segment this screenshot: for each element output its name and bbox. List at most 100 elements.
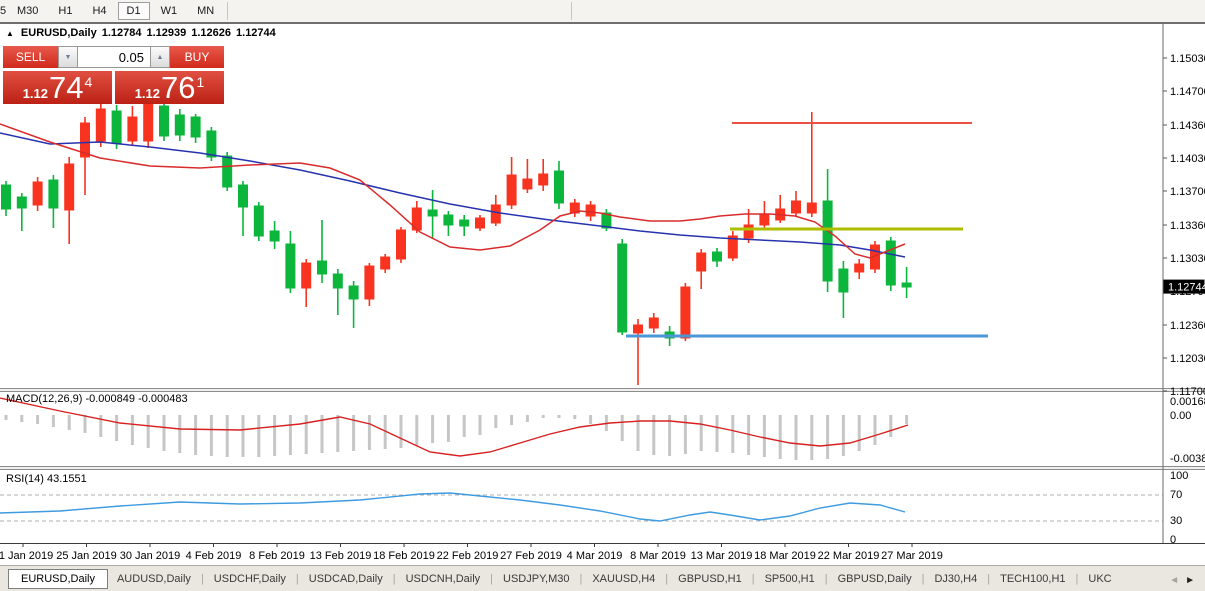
tab-ukc[interactable]: UKC	[1088, 572, 1112, 585]
ohlc-open: 1.12784	[101, 27, 142, 39]
svg-text:27 Feb 2019: 27 Feb 2019	[500, 550, 562, 562]
svg-text:21 Jan 2019: 21 Jan 2019	[0, 550, 53, 562]
volume-decrease-button[interactable]: ▼	[58, 46, 78, 68]
pane-splitter	[0, 388, 1205, 392]
svg-text:8 Mar 2019: 8 Mar 2019	[630, 550, 686, 562]
tab-sp500-h1[interactable]: SP500,H1	[764, 572, 815, 585]
buy-price-big-figure: 1.12	[134, 86, 161, 101]
one-click-trading-widget: SELL ▼ ▲ BUY 1.12 74 4 1.12 76 1	[3, 46, 224, 104]
timeframe-w1[interactable]: W1	[160, 5, 178, 17]
svg-text:13 Mar 2019: 13 Mar 2019	[691, 550, 753, 562]
pane-splitter	[0, 466, 1205, 470]
svg-text:1.14360: 1.14360	[1170, 120, 1205, 132]
svg-text:1.13700: 1.13700	[1170, 186, 1205, 198]
buy-price-points: 76	[161, 70, 196, 105]
volume-input[interactable]	[78, 46, 150, 68]
chart-header: ▲ EURUSD,Daily 1.12784 1.12939 1.12626 1…	[6, 27, 276, 39]
tab-tech100-h1[interactable]: TECH100,H1	[1000, 572, 1066, 585]
tab-scroll-arrows: ◄►	[1169, 575, 1201, 586]
tab-separator: |	[1075, 572, 1079, 585]
svg-text:1.15030: 1.15030	[1170, 53, 1205, 65]
timeframe-h1[interactable]: H1	[58, 5, 73, 17]
ohlc-high: 1.12939	[146, 27, 187, 39]
tab-audusd-daily[interactable]: AUDUSD,Daily	[116, 572, 191, 585]
svg-text:1.12744: 1.12744	[1168, 282, 1205, 294]
macd-label: MACD(12,26,9) -0.000849 -0.000483	[6, 393, 188, 405]
tab-scroll-left-icon[interactable]: ◄	[1169, 575, 1186, 586]
svg-text:13 Feb 2019: 13 Feb 2019	[310, 550, 372, 562]
svg-text:18 Mar 2019: 18 Mar 2019	[754, 550, 816, 562]
toolbar-separator	[571, 2, 573, 20]
svg-text:22 Feb 2019: 22 Feb 2019	[437, 550, 499, 562]
candles-layer	[1, 99, 912, 385]
tab-usdjpy-m30[interactable]: USDJPY,M30	[503, 572, 570, 585]
svg-text:1.12360: 1.12360	[1170, 320, 1205, 332]
timeframe-toolbar: 5 M30 H1 H4 D1 W1 MN	[0, 0, 1205, 24]
svg-text:27 Mar 2019: 27 Mar 2019	[881, 550, 943, 562]
clipped-timeframe-button[interactable]: 5	[0, 5, 7, 17]
buy-price-tile[interactable]: 1.12 76 1	[115, 71, 224, 104]
tab-separator: |	[490, 572, 494, 585]
tab-usdcad-daily[interactable]: USDCAD,Daily	[308, 572, 383, 585]
volume-increase-button[interactable]: ▲	[150, 46, 170, 68]
svg-text:1.13030: 1.13030	[1170, 253, 1205, 265]
macd-pane: MACD(12,26,9) -0.000849 -0.000483	[0, 393, 909, 460]
tab-gbpusd-daily[interactable]: GBPUSD,Daily	[837, 572, 912, 585]
ohlc-low: 1.12626	[191, 27, 232, 39]
collapse-panel-icon[interactable]: ▲	[6, 28, 14, 38]
tab-separator: |	[751, 572, 755, 585]
tab-separator: |	[665, 572, 669, 585]
tab-separator: |	[200, 572, 204, 585]
rsi-pane: RSI(14) 43.1551	[0, 473, 1163, 522]
price-axis: 1.15030 1.14700 1.14360 1.14030 1.13700 1.133…	[1162, 24, 1205, 546]
symbol-label: EURUSD,Daily	[20, 27, 97, 39]
tab-usdchf-daily[interactable]: USDCHF,Daily	[213, 572, 286, 585]
timeframe-d1[interactable]: D1	[117, 2, 150, 20]
svg-text:30 Jan 2019: 30 Jan 2019	[120, 550, 181, 562]
tab-dj30-h4[interactable]: DJ30,H4	[934, 572, 978, 585]
svg-text:1.14030: 1.14030	[1170, 153, 1205, 165]
svg-text:4 Feb 2019: 4 Feb 2019	[186, 550, 242, 562]
tab-scroll-right-icon[interactable]: ►	[1185, 575, 1201, 586]
rsi-label: RSI(14) 43.1551	[6, 473, 87, 485]
tab-xauusd-h4[interactable]: XAUUSD,H4	[592, 572, 656, 585]
tab-usdcnh-daily[interactable]: USDCNH,Daily	[405, 572, 481, 585]
tab-separator: |	[824, 572, 828, 585]
svg-text:70: 70	[1170, 489, 1182, 501]
svg-text:1.12030: 1.12030	[1170, 353, 1205, 365]
symbol-tab-bar: EURUSD,Daily AUDUSD,Daily | USDCHF,Daily | US…	[0, 565, 1205, 591]
svg-text:1.14700: 1.14700	[1170, 86, 1205, 98]
timeframe-h4[interactable]: H4	[92, 5, 107, 17]
svg-text:1.13360: 1.13360	[1170, 220, 1205, 232]
svg-text:8 Feb 2019: 8 Feb 2019	[249, 550, 305, 562]
ohlc-close: 1.12744	[236, 27, 276, 39]
tab-separator: |	[921, 572, 925, 585]
current-price-badge: 1.12744	[1163, 279, 1205, 294]
timeframe-mn[interactable]: MN	[197, 5, 215, 17]
svg-text:30: 30	[1170, 515, 1182, 527]
tab-separator: |	[295, 572, 299, 585]
tab-gbpusd-h1[interactable]: GBPUSD,H1	[678, 572, 742, 585]
svg-text:25 Jan 2019: 25 Jan 2019	[56, 550, 117, 562]
tab-separator: |	[392, 572, 396, 585]
svg-text:-0.00388: -0.00388	[1170, 453, 1205, 465]
buy-price-pip: 1	[196, 73, 205, 90]
timeframe-m30[interactable]: M30	[17, 5, 39, 17]
svg-text:18 Feb 2019: 18 Feb 2019	[373, 550, 435, 562]
sell-button[interactable]: SELL	[3, 46, 58, 68]
tab-eurusd-daily[interactable]: EURUSD,Daily	[8, 568, 108, 589]
sell-price-tile[interactable]: 1.12 74 4	[3, 71, 112, 104]
svg-text:0.001686: 0.001686	[1170, 396, 1205, 408]
svg-text:100: 100	[1170, 470, 1188, 482]
tab-separator: |	[987, 572, 991, 585]
sell-price-points: 74	[49, 70, 84, 105]
toolbar-separator	[227, 2, 229, 20]
sell-price-pip: 4	[84, 73, 93, 90]
buy-button[interactable]: BUY	[170, 46, 224, 68]
svg-text:4 Mar 2019: 4 Mar 2019	[567, 550, 623, 562]
svg-text:0.00: 0.00	[1170, 410, 1191, 422]
ma-blue	[0, 132, 906, 258]
